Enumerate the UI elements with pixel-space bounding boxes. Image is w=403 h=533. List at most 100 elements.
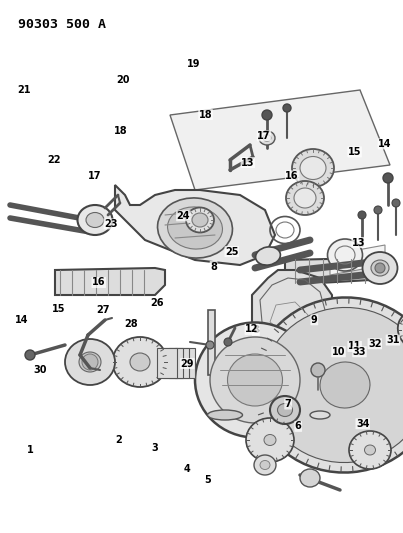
Polygon shape <box>330 245 385 275</box>
Text: 1: 1 <box>27 446 33 455</box>
Text: 9: 9 <box>311 315 318 325</box>
Circle shape <box>375 263 385 273</box>
Ellipse shape <box>286 181 324 215</box>
Ellipse shape <box>300 157 326 180</box>
Text: 27: 27 <box>96 305 110 315</box>
Text: 11: 11 <box>348 342 361 351</box>
Circle shape <box>311 363 325 377</box>
Text: 2: 2 <box>116 435 122 445</box>
Text: 13: 13 <box>241 158 255 167</box>
Circle shape <box>358 211 366 219</box>
Text: 29: 29 <box>181 359 194 368</box>
Ellipse shape <box>262 308 403 463</box>
Polygon shape <box>55 268 165 295</box>
Polygon shape <box>252 270 332 348</box>
Ellipse shape <box>112 337 168 387</box>
Circle shape <box>392 199 400 207</box>
Text: 15: 15 <box>348 147 361 157</box>
Polygon shape <box>170 90 390 190</box>
Ellipse shape <box>79 352 101 372</box>
Text: 28: 28 <box>124 319 138 329</box>
Ellipse shape <box>260 461 270 470</box>
Ellipse shape <box>192 213 208 227</box>
Text: 21: 21 <box>17 85 31 94</box>
Text: 22: 22 <box>48 155 61 165</box>
Ellipse shape <box>256 247 280 265</box>
Text: 18: 18 <box>114 126 128 135</box>
Text: 12: 12 <box>245 325 259 334</box>
Text: 23: 23 <box>104 219 118 229</box>
Polygon shape <box>115 185 275 265</box>
Ellipse shape <box>77 205 112 235</box>
Polygon shape <box>208 310 215 375</box>
Text: 90303 500 A: 90303 500 A <box>18 18 106 31</box>
Circle shape <box>383 173 393 183</box>
Circle shape <box>262 110 272 120</box>
Ellipse shape <box>195 322 315 438</box>
Text: 24: 24 <box>177 211 190 221</box>
Polygon shape <box>163 348 183 378</box>
Ellipse shape <box>371 260 389 276</box>
Text: 15: 15 <box>52 304 65 314</box>
Text: 34: 34 <box>356 419 370 429</box>
Text: 13: 13 <box>352 238 366 247</box>
Text: 19: 19 <box>187 59 200 69</box>
Text: 25: 25 <box>225 247 239 256</box>
Ellipse shape <box>86 213 104 228</box>
Ellipse shape <box>292 149 334 187</box>
Text: 26: 26 <box>150 298 164 308</box>
Ellipse shape <box>253 297 403 473</box>
Text: 32: 32 <box>368 339 382 349</box>
Ellipse shape <box>320 362 370 408</box>
Text: 8: 8 <box>210 262 217 271</box>
Polygon shape <box>169 348 189 378</box>
Polygon shape <box>175 348 195 378</box>
Ellipse shape <box>259 131 275 145</box>
Ellipse shape <box>186 207 214 232</box>
Text: 16: 16 <box>285 171 299 181</box>
Text: 20: 20 <box>116 75 130 85</box>
Ellipse shape <box>65 339 115 385</box>
Ellipse shape <box>130 353 150 371</box>
Text: 14: 14 <box>378 139 392 149</box>
Circle shape <box>206 341 214 349</box>
Ellipse shape <box>270 396 300 424</box>
Ellipse shape <box>246 418 294 462</box>
Ellipse shape <box>278 403 293 416</box>
Text: 10: 10 <box>332 347 345 357</box>
Ellipse shape <box>254 455 276 475</box>
Text: 8: 8 <box>252 326 260 335</box>
Text: 31: 31 <box>386 335 400 345</box>
Ellipse shape <box>158 198 233 258</box>
Circle shape <box>25 350 35 360</box>
Text: 16: 16 <box>92 278 106 287</box>
Ellipse shape <box>398 310 403 350</box>
Text: 33: 33 <box>353 347 366 357</box>
Ellipse shape <box>263 134 271 141</box>
Text: 30: 30 <box>33 366 47 375</box>
Ellipse shape <box>363 252 397 284</box>
Text: 4: 4 <box>184 464 191 474</box>
Polygon shape <box>285 258 390 285</box>
Text: 7: 7 <box>285 399 291 409</box>
Ellipse shape <box>310 411 330 419</box>
Polygon shape <box>157 348 177 378</box>
Ellipse shape <box>264 434 276 446</box>
Ellipse shape <box>294 188 316 208</box>
Circle shape <box>374 206 382 214</box>
Ellipse shape <box>364 445 376 455</box>
Text: 17: 17 <box>257 131 271 141</box>
Ellipse shape <box>349 431 391 469</box>
Ellipse shape <box>210 337 300 423</box>
Text: 3: 3 <box>152 443 158 453</box>
Circle shape <box>283 104 291 112</box>
Ellipse shape <box>208 410 243 420</box>
Ellipse shape <box>300 469 320 487</box>
Ellipse shape <box>228 354 283 406</box>
Text: 5: 5 <box>204 475 211 484</box>
Circle shape <box>82 354 98 370</box>
Text: 6: 6 <box>295 422 301 431</box>
Circle shape <box>224 338 232 346</box>
Text: 14: 14 <box>15 315 29 325</box>
Ellipse shape <box>328 239 363 271</box>
